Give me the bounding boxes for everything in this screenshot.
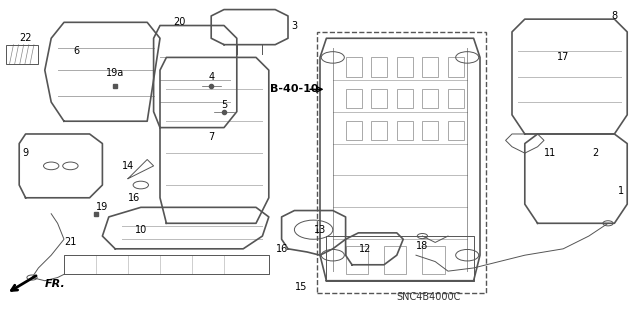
Text: 12: 12 [358,244,371,254]
Text: SNC4B4000C: SNC4B4000C [397,292,461,302]
Text: 15: 15 [294,282,307,292]
Text: 7: 7 [208,132,214,142]
Bar [384,246,406,274]
Text: 5: 5 [221,100,227,110]
Bar [448,57,464,77]
Bar [346,246,368,274]
Text: 19: 19 [96,202,109,212]
Bar [422,57,438,77]
Text: 13: 13 [314,225,326,235]
Text: 10: 10 [134,225,147,235]
Bar [397,89,413,108]
Bar [448,89,464,108]
Text: 19a: 19a [106,68,124,78]
Text: 2: 2 [592,148,598,158]
Text: FR.: FR. [45,279,65,289]
Bar [371,57,387,77]
Bar [371,121,387,140]
Bar [397,121,413,140]
Bar [422,121,438,140]
Bar [317,32,486,293]
Bar [397,57,413,77]
Text: 3: 3 [291,20,298,31]
Bar [346,57,362,77]
Bar [346,121,362,140]
Text: 17: 17 [557,52,570,63]
Text: B-40-10: B-40-10 [270,84,319,94]
Text: 22: 22 [19,33,32,43]
Text: 8: 8 [611,11,618,21]
Text: 16: 16 [128,193,141,203]
Text: 16: 16 [275,244,288,254]
Bar [448,121,464,140]
Bar [422,89,438,108]
Text: 21: 21 [64,237,77,248]
Text: 11: 11 [544,148,557,158]
Bar [422,246,445,274]
Text: 4: 4 [208,71,214,82]
Text: 6: 6 [74,46,80,56]
Text: 1: 1 [618,186,624,197]
Bar [346,89,362,108]
Text: 18: 18 [416,241,429,251]
Bar [6,45,38,64]
Text: 9: 9 [22,148,29,158]
Bar [371,89,387,108]
Text: 20: 20 [173,17,186,27]
Text: 14: 14 [122,161,134,171]
